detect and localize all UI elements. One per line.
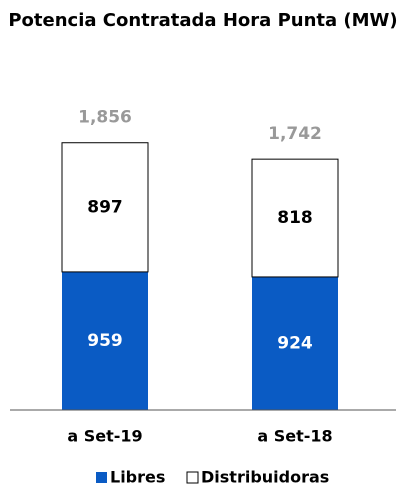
bar-segment xyxy=(251,158,339,278)
data-label: 924 xyxy=(277,333,313,353)
x-tick-label: a Set-19 xyxy=(67,427,142,446)
bar-segment xyxy=(252,276,338,410)
chart-title: Potencia Contratada Hora Punta (MW) xyxy=(8,10,398,31)
bar-segment xyxy=(61,142,149,273)
data-label: 959 xyxy=(87,331,123,351)
legend-label: Distribuidoras xyxy=(201,468,329,486)
data-label: 897 xyxy=(87,197,123,217)
bar-segment xyxy=(62,271,148,410)
total-label: 1,742 xyxy=(268,124,322,144)
x-tick-label: a Set-18 xyxy=(257,427,332,446)
legend-label: Libres xyxy=(110,468,165,486)
legend-swatch xyxy=(186,471,199,484)
total-label: 1,856 xyxy=(78,108,132,128)
legend-swatch xyxy=(96,472,107,483)
data-label: 818 xyxy=(277,208,313,228)
